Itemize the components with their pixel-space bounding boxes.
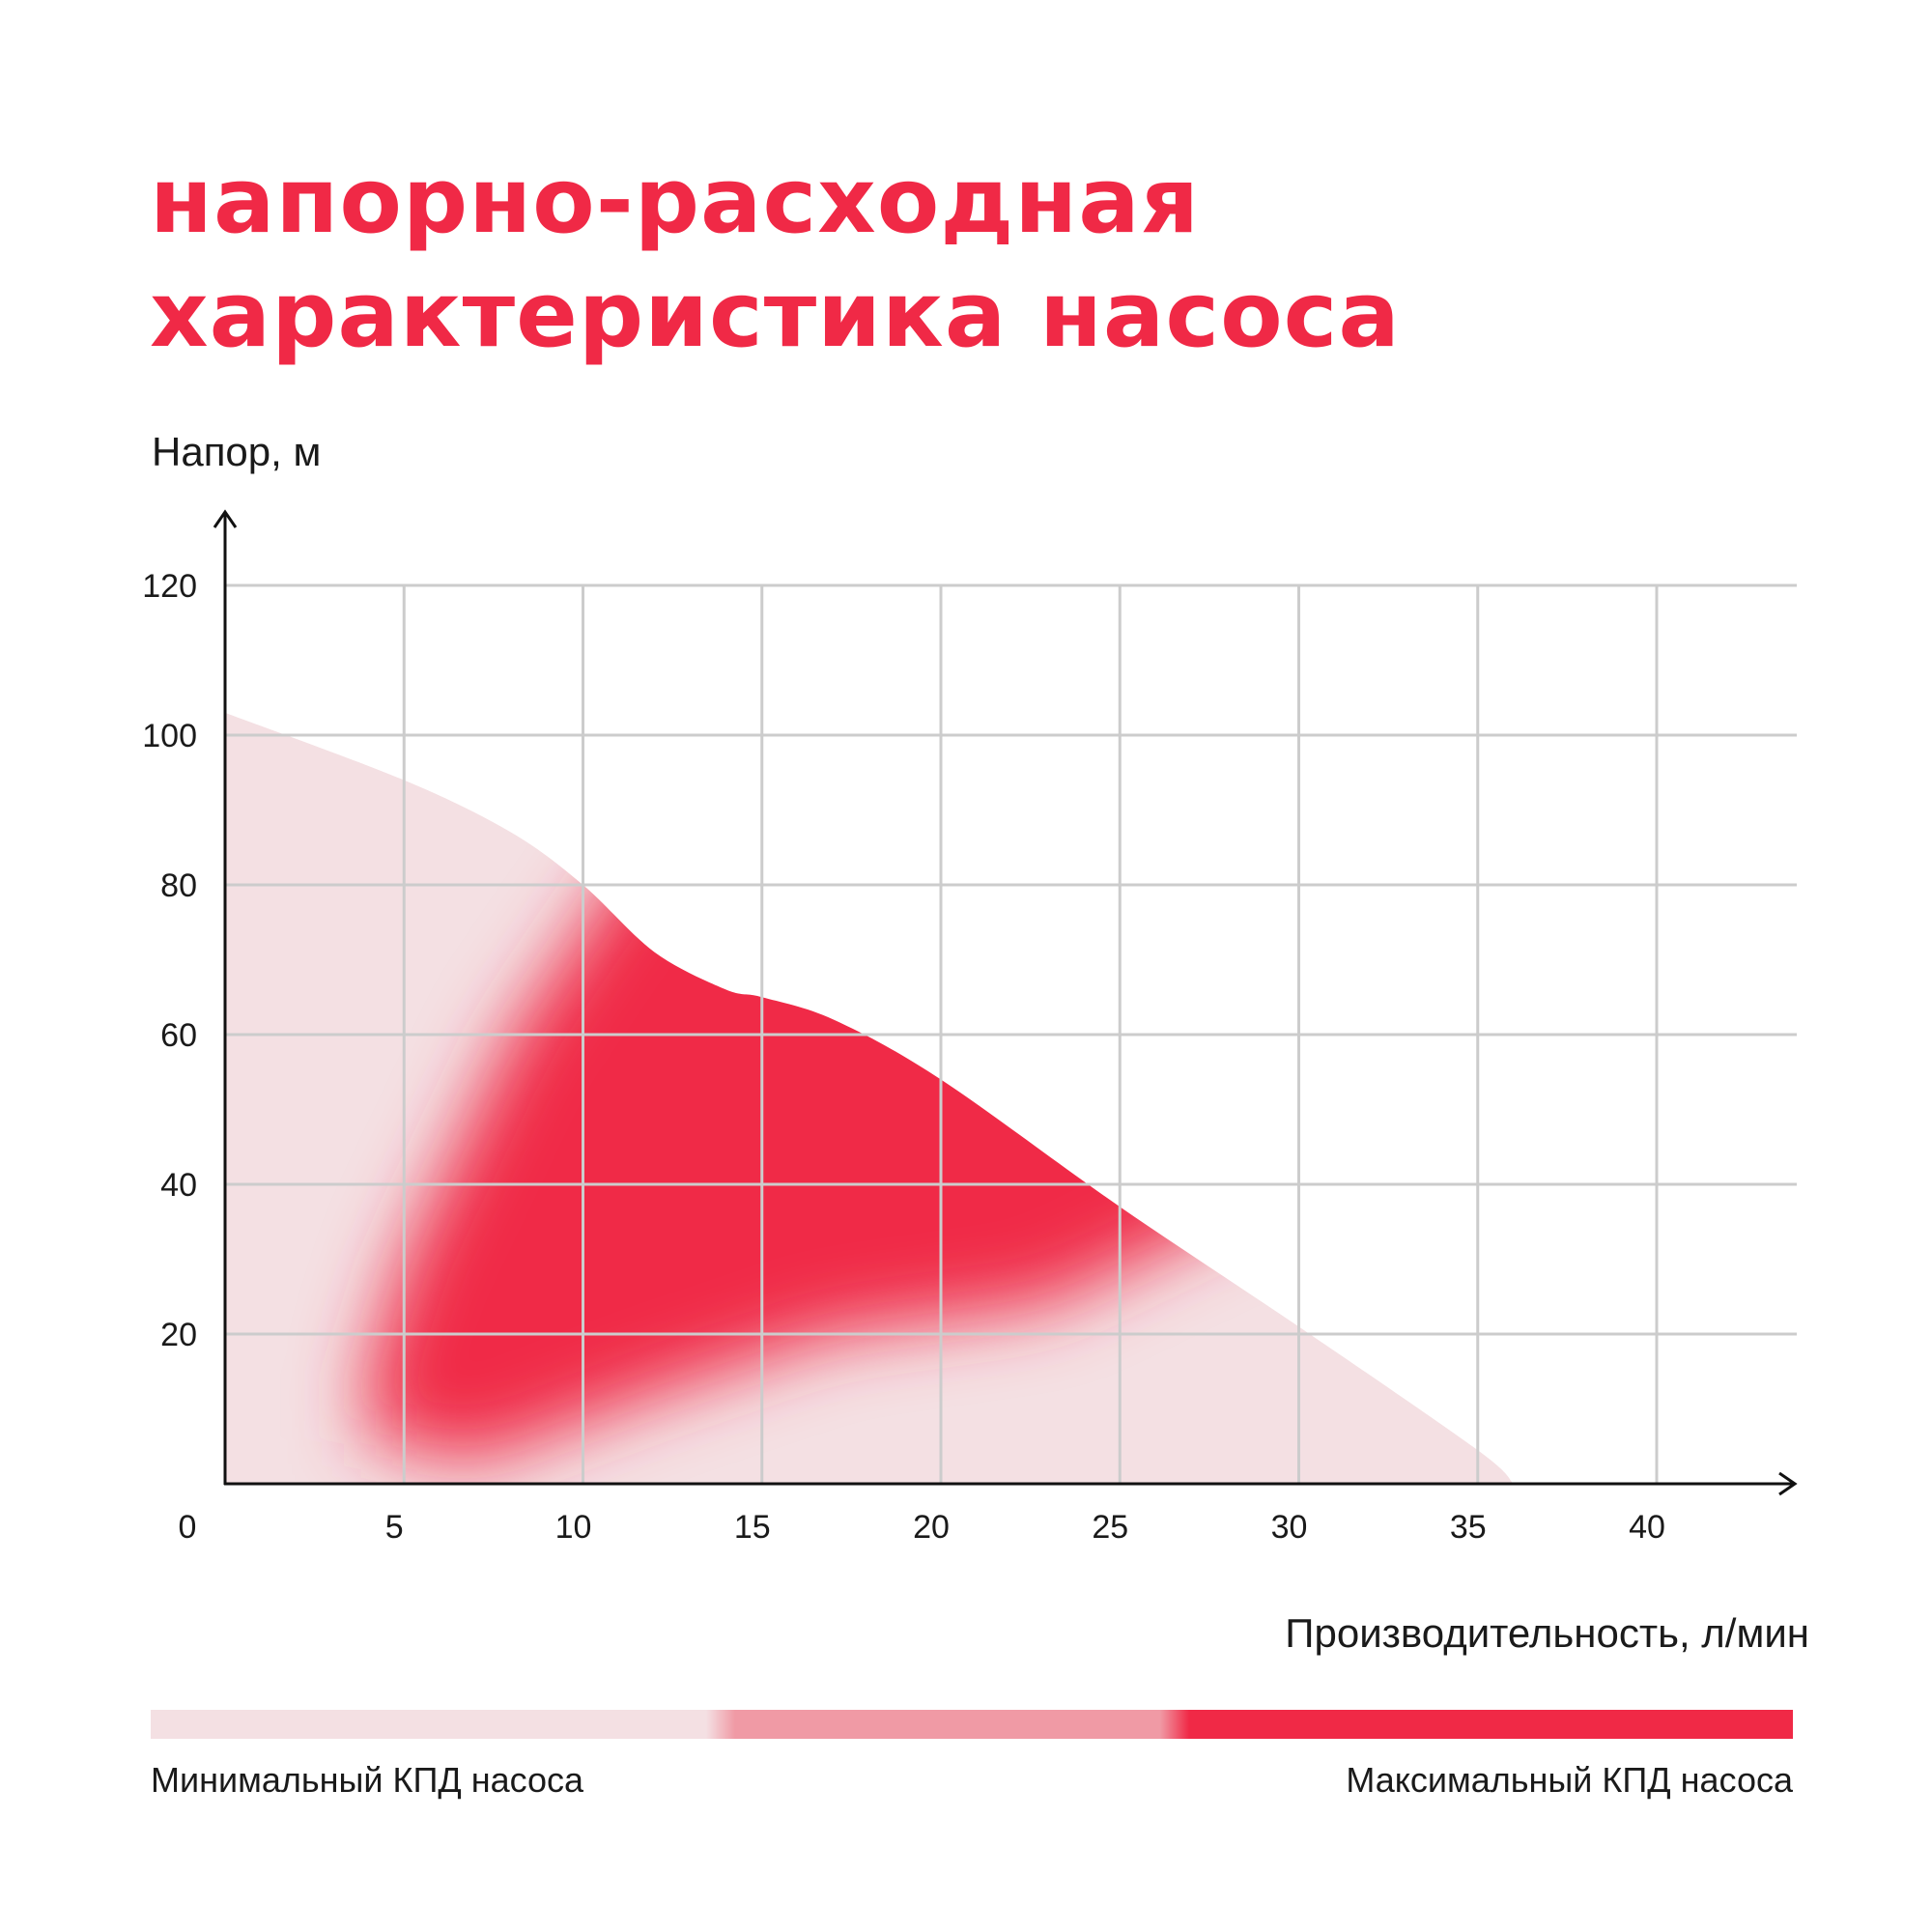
efficiency-legend-bar [151, 1710, 1793, 1739]
y-tick-label-80: 80 [160, 867, 197, 904]
legend-segment-high [1189, 1710, 1793, 1739]
y-tick-label-100: 100 [142, 718, 197, 754]
x-axis-arrow [1778, 1471, 1798, 1496]
x-tick-label-35: 35 [1450, 1509, 1487, 1546]
x-tick-label-15: 15 [734, 1509, 771, 1546]
title-line-1: напорно-расходная [150, 149, 1201, 254]
x-tick-label-10: 10 [555, 1509, 592, 1546]
x-tick-label-40: 40 [1629, 1509, 1665, 1546]
axes [213, 509, 1798, 1496]
x-tick-label-0: 0 [179, 1509, 197, 1546]
y-tick-label-120: 120 [142, 568, 197, 605]
legend-segment-low [151, 1710, 706, 1739]
efficiency-area [225, 712, 1514, 1484]
x-axis-label: Производительность, л/мин [1285, 1610, 1809, 1656]
y-axis-arrow [213, 509, 238, 528]
x-tick-label-5: 5 [385, 1509, 404, 1546]
chart-title: напорно-расходная характеристика насоса [150, 145, 1792, 373]
legend-min-label: Минимальный КПД насоса [151, 1760, 584, 1800]
legend-segment-mid [706, 1710, 1189, 1739]
x-tick-label-20: 20 [913, 1509, 950, 1546]
title-line-2: характеристика насоса [150, 263, 1401, 368]
y-tick-label-40: 40 [160, 1167, 197, 1204]
tick-labels: 20 40 60 80 100 120 0 5 10 15 20 25 30 35 40 [142, 568, 1665, 1546]
x-tick-label-25: 25 [1092, 1509, 1128, 1546]
grid [225, 583, 1797, 1484]
legend-max-label: Максимальный КПД насоса [1346, 1760, 1793, 1800]
y-tick-label-20: 20 [160, 1317, 197, 1353]
y-axis-label: Напор, м [152, 429, 321, 474]
y-tick-label-60: 60 [160, 1017, 197, 1054]
x-tick-label-30: 30 [1271, 1509, 1308, 1546]
